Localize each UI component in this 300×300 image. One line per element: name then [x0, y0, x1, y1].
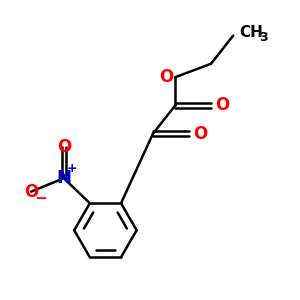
- Text: N: N: [56, 169, 71, 187]
- Text: −: −: [34, 191, 47, 206]
- Text: O: O: [193, 125, 207, 143]
- Text: O: O: [159, 68, 173, 86]
- Text: O: O: [57, 138, 71, 156]
- Text: 3: 3: [260, 31, 268, 44]
- Text: CH: CH: [239, 25, 263, 40]
- Text: O: O: [215, 96, 230, 114]
- Text: +: +: [67, 162, 77, 175]
- Text: O: O: [24, 183, 38, 201]
